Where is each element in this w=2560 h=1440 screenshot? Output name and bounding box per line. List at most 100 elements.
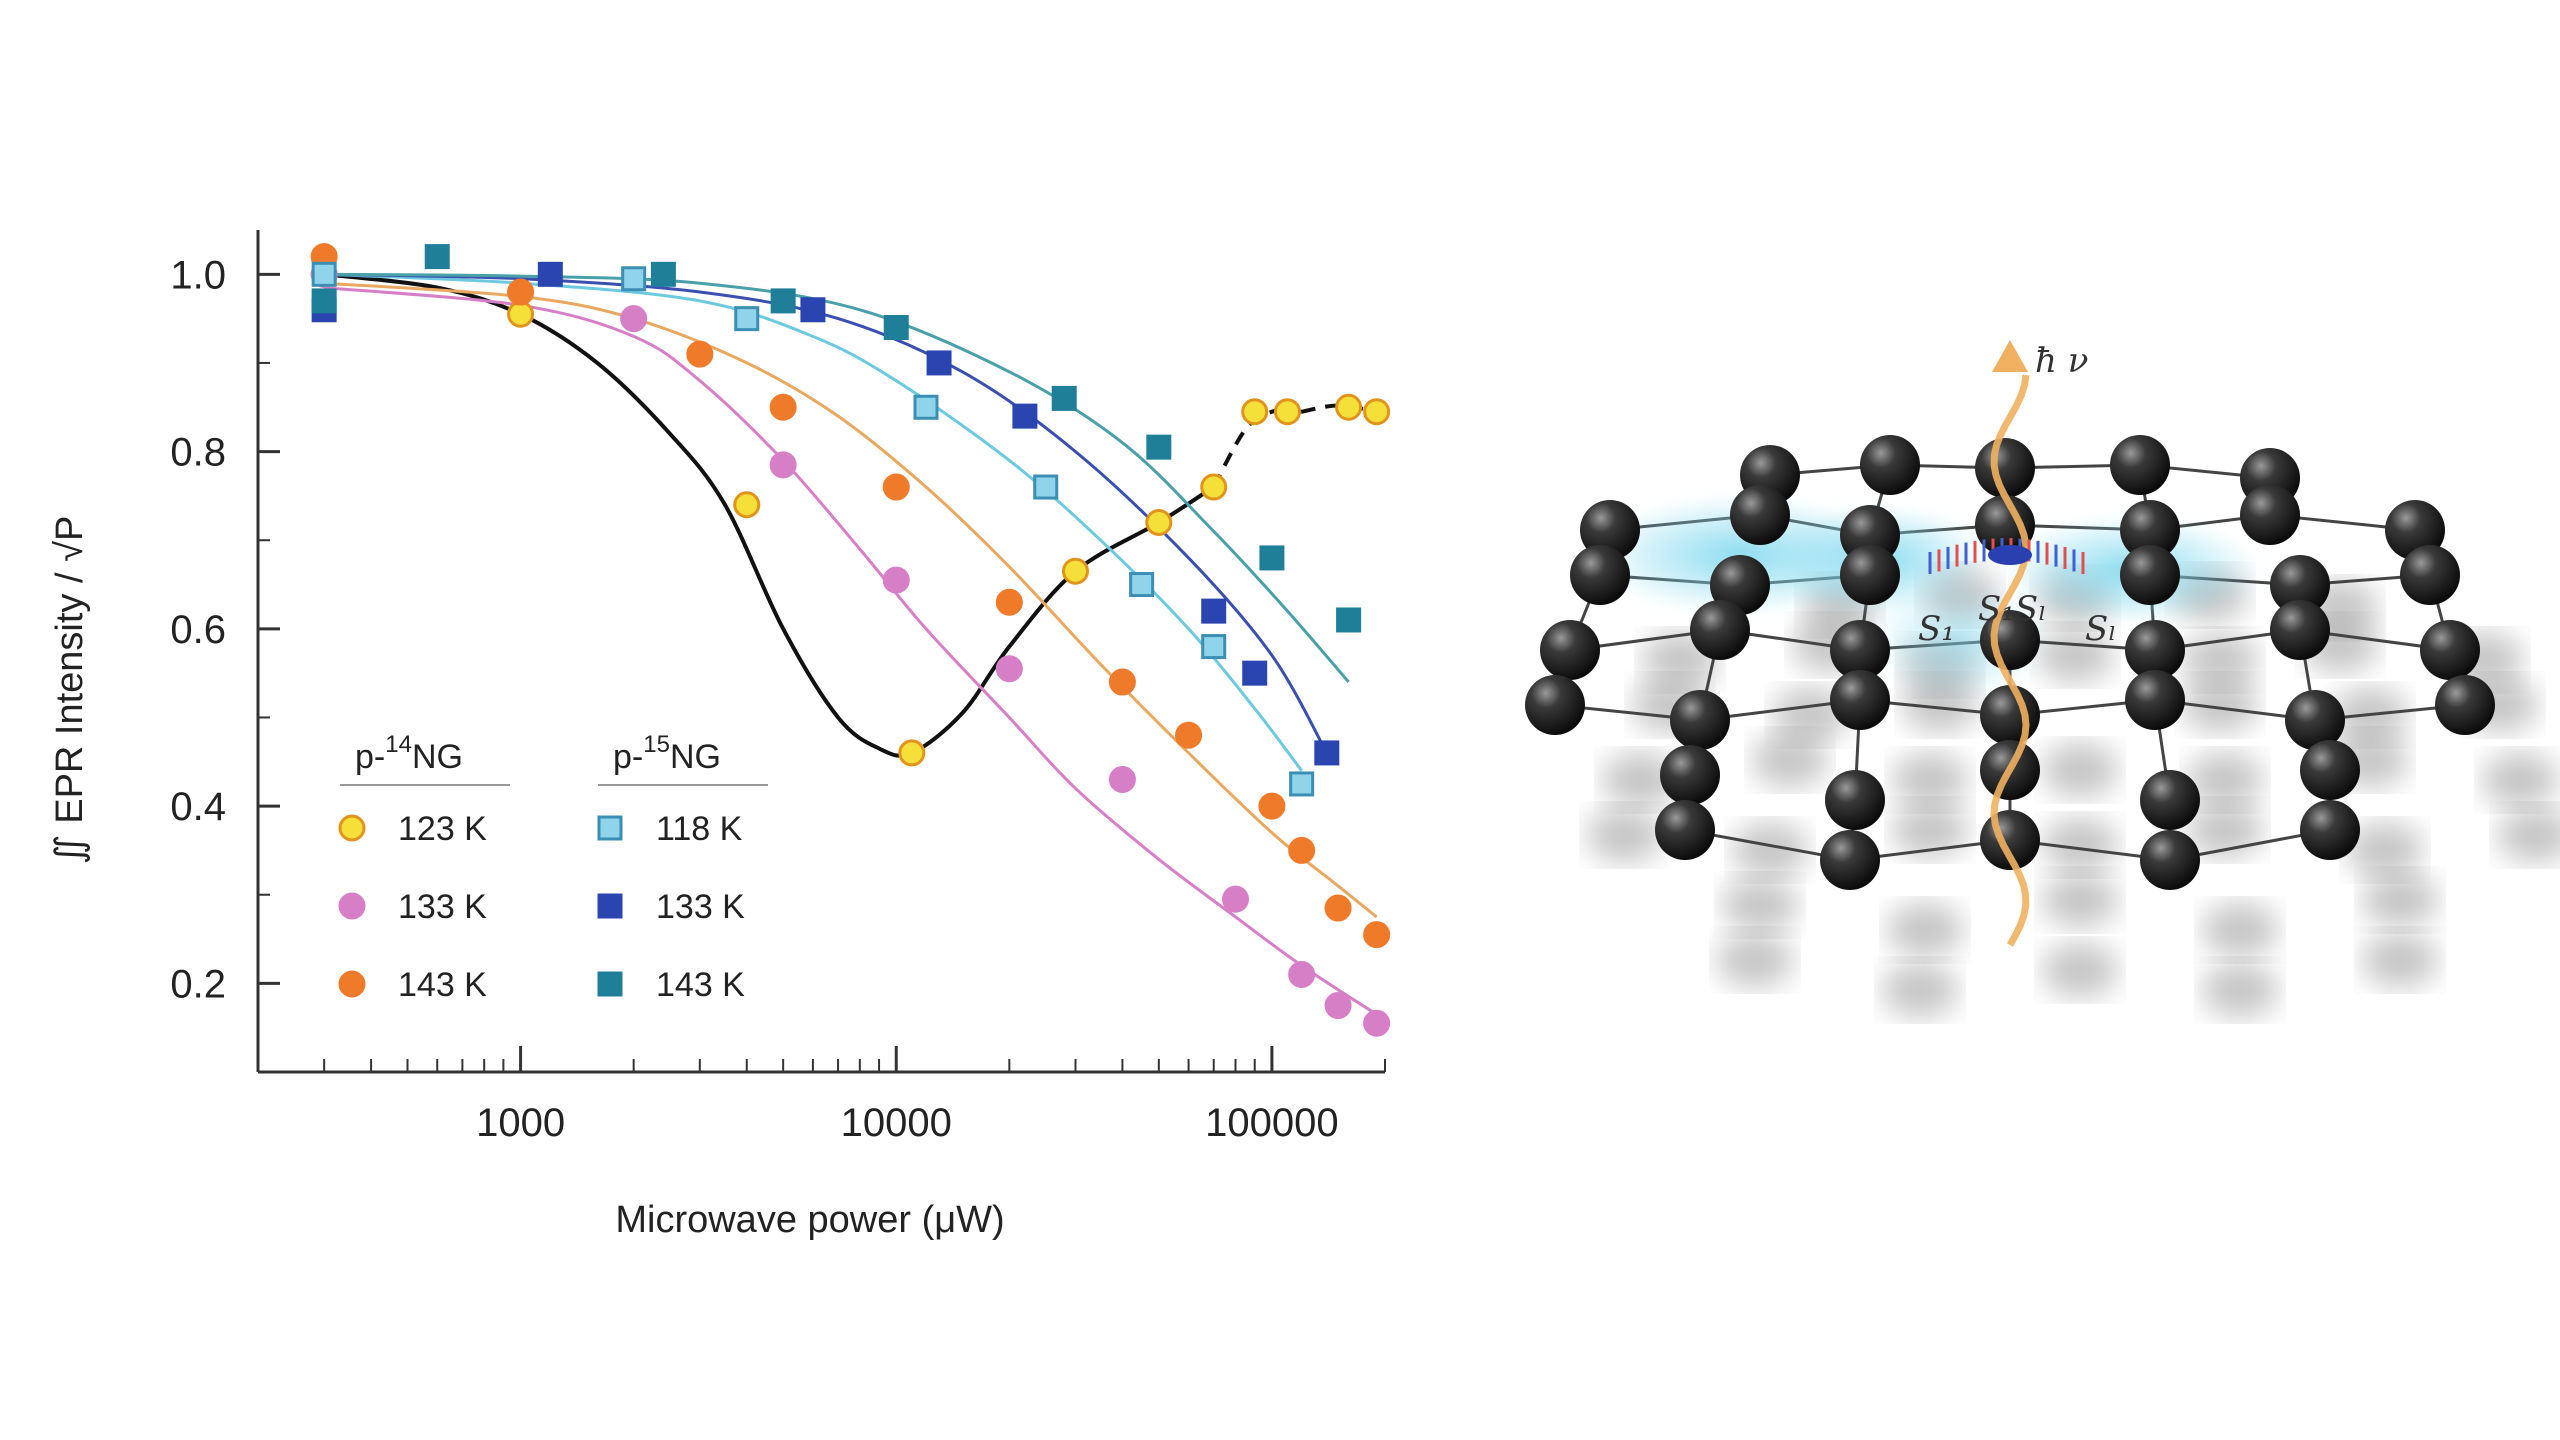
legend-marker	[597, 971, 623, 997]
atom-shadow	[1587, 807, 1663, 863]
carbon-atom	[1525, 675, 1585, 735]
carbon-atom	[1825, 770, 1885, 830]
data-point-p-14ng-143-k	[1108, 668, 1136, 696]
data-point-p-14ng-133-k	[1288, 961, 1316, 989]
data-point-p-14ng-143-k	[1288, 836, 1316, 864]
photon-wave-line	[1990, 374, 2030, 947]
data-point-p-15ng-143-k	[650, 261, 676, 287]
atom-shadow	[2042, 817, 2118, 873]
carbon-atom	[2125, 670, 2185, 730]
atom-shadow	[2042, 942, 2118, 998]
legend-group-title: p-14NG	[355, 731, 463, 776]
data-point-p-15ng-133-k	[1242, 660, 1268, 686]
y-tick-label: 0.2	[170, 962, 226, 1006]
legend-entry-label: 118 K	[656, 810, 743, 848]
data-point-p-14ng-143-k	[1363, 921, 1391, 949]
data-point-p-15ng-118-k	[1033, 474, 1059, 500]
data-point-p-15ng-143-k	[424, 244, 450, 270]
data-point-p-14ng-143-k	[769, 393, 797, 421]
atom-shadow	[2042, 872, 2118, 928]
legend-marker	[597, 893, 623, 919]
atom-shadow	[1752, 732, 1828, 788]
data-point-p-14ng-123-k	[1335, 393, 1363, 421]
y-tick-label: 0.6	[170, 608, 226, 652]
data-point-p-15ng-133-k	[926, 350, 952, 376]
atom-shadow	[2362, 872, 2438, 928]
carbon-atom	[1660, 745, 1720, 805]
carbon-atom	[2285, 690, 2345, 750]
legend-marker	[338, 814, 366, 842]
carbon-atom	[1840, 545, 1900, 605]
legend-entry-label: 123 K	[398, 810, 487, 848]
carbon-atom	[1830, 670, 1890, 730]
data-point-p-14ng-143-k	[1175, 721, 1203, 749]
data-point-p-14ng-143-k	[1324, 894, 1352, 922]
legend-marker	[597, 815, 623, 841]
carbon-atom	[2435, 675, 2495, 735]
spin-label-localized-left: S₁	[1918, 609, 1955, 649]
data-point-p-15ng-118-k	[1129, 572, 1155, 598]
data-point-p-15ng-143-k	[1146, 434, 1172, 460]
atom-shadow	[2187, 752, 2263, 808]
atom-shadow	[2187, 802, 2263, 858]
atom-shadow	[2182, 632, 2258, 688]
carbon-atom	[2270, 600, 2330, 660]
data-point-p-15ng-118-k	[311, 261, 337, 287]
carbon-atom	[1980, 685, 2040, 745]
data-point-p-14ng-133-k	[1363, 1009, 1391, 1037]
fit-curve-p-14ng-123-k	[323, 272, 1215, 758]
data-point-p-15ng-143-k	[311, 288, 337, 314]
data-point-p-15ng-143-k	[883, 314, 909, 340]
data-point-p-15ng-143-k	[1051, 385, 1077, 411]
data-point-p-15ng-133-k	[1201, 598, 1227, 624]
data-point-p-14ng-133-k	[1222, 885, 1250, 913]
data-point-p-14ng-123-k	[1061, 557, 1089, 585]
carbon-atom	[1655, 800, 1715, 860]
data-point-p-15ng-118-k	[621, 266, 647, 292]
atom-shadow	[2497, 807, 2560, 863]
atom-shadow	[2482, 752, 2558, 808]
tick-labels: 0.2 0.4 0.6 0.8 1.0 1000 10000 100000	[170, 253, 1338, 1145]
data-point-p-14ng-133-k	[995, 655, 1023, 683]
data-point-p-15ng-133-k	[800, 297, 826, 323]
atom-shadow	[1717, 932, 1793, 988]
legend-marker	[338, 892, 366, 920]
data-point-p-14ng-123-k	[1145, 508, 1173, 536]
legend-entry-label: 133 K	[656, 888, 745, 926]
chart-legend: p-14NG 123 K 133 K 143 K p-15NG 118 K 133 K 143…	[338, 731, 768, 1004]
atom-shadow	[2037, 627, 2113, 683]
data-point-p-15ng-143-k	[1336, 607, 1362, 633]
carbon-atom	[2140, 770, 2200, 830]
legend-marker	[338, 970, 366, 998]
atom-shadow	[2202, 962, 2278, 1018]
carbon-atom	[2140, 830, 2200, 890]
atom-shadow	[1602, 752, 1678, 808]
data-point-p-15ng-133-k	[1314, 740, 1340, 766]
data-point-p-15ng-118-k	[734, 306, 760, 332]
carbon-atom	[1670, 690, 1730, 750]
carbon-atom	[1540, 620, 1600, 680]
spin-label-pair: S₁Sₗ	[1978, 589, 2046, 629]
data-point-p-14ng-123-k	[1241, 398, 1269, 426]
data-point-p-15ng-133-k	[1012, 403, 1038, 429]
y-axis-title: ∬ EPR Intensity / √P	[49, 516, 91, 865]
data-point-p-14ng-133-k	[769, 451, 797, 479]
legend-group-title: p-15NG	[613, 731, 721, 776]
atom-shadow	[1772, 687, 1848, 743]
atom-shadow	[2362, 932, 2438, 988]
data-point-p-14ng-143-k	[507, 278, 535, 306]
data-point-p-14ng-123-k	[1273, 398, 1301, 426]
x-axis-title: Microwave power (μW)	[615, 1199, 1004, 1241]
carbon-atom	[1975, 438, 2035, 498]
fit-curve-p-14ng-143-k	[324, 281, 1378, 919]
atom-shadow	[2347, 822, 2423, 878]
data-point-p-14ng-133-k	[882, 566, 910, 594]
x-tick-label: 10000	[841, 1101, 952, 1145]
data-point-p-15ng-143-k	[770, 288, 796, 314]
carbon-atom	[1580, 500, 1640, 560]
fit-curve-p-14ng-133-k	[324, 286, 1378, 1016]
data-point-p-14ng-133-k	[620, 305, 648, 333]
carbon-atom	[2125, 620, 2185, 680]
